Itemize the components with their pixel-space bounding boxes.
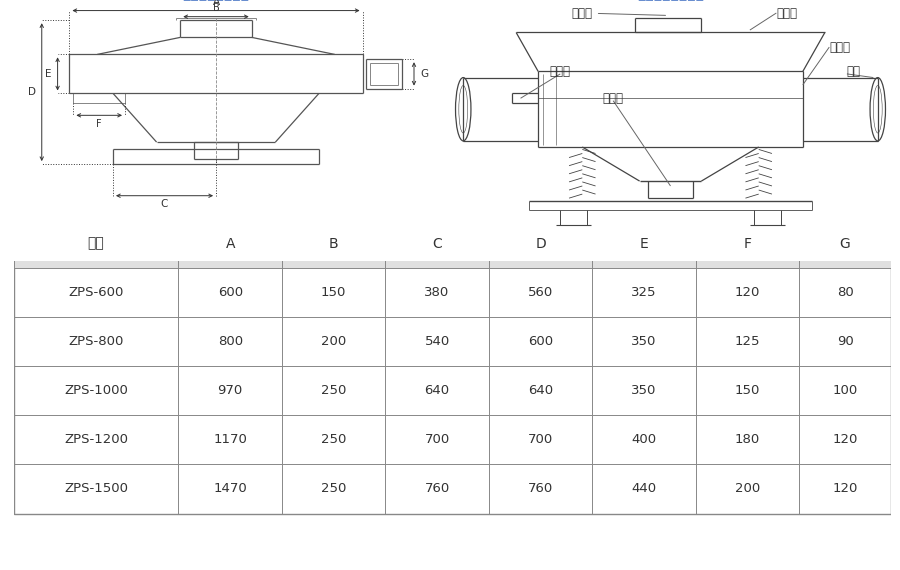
- Text: 180: 180: [734, 433, 760, 446]
- Text: 540: 540: [425, 335, 450, 348]
- Text: 970: 970: [218, 384, 243, 397]
- Text: 防尘盖: 防尘盖: [777, 6, 797, 19]
- Text: 排杂口: 排杂口: [550, 65, 571, 78]
- Text: 120: 120: [734, 286, 760, 299]
- Text: ZPS-1500: ZPS-1500: [64, 482, 128, 495]
- Text: 上框体: 上框体: [829, 40, 850, 54]
- Text: 380: 380: [425, 286, 450, 299]
- Text: 325: 325: [631, 286, 657, 299]
- Text: 100: 100: [832, 384, 858, 397]
- Text: 直排筛外形结构图: 直排筛外形结构图: [637, 0, 704, 1]
- Text: 760: 760: [425, 482, 450, 495]
- Text: ZPS-800: ZPS-800: [68, 335, 123, 348]
- Text: 400: 400: [632, 433, 656, 446]
- Text: 直排筛外形尺寸图: 直排筛外形尺寸图: [183, 0, 249, 1]
- Text: A: A: [225, 237, 235, 251]
- Text: 150: 150: [734, 384, 760, 397]
- Text: ZPS-1000: ZPS-1000: [64, 384, 128, 397]
- Text: 560: 560: [528, 286, 554, 299]
- Text: 350: 350: [631, 335, 657, 348]
- Text: 120: 120: [832, 482, 858, 495]
- Text: 700: 700: [528, 433, 554, 446]
- Text: D: D: [28, 87, 36, 97]
- Text: ZPS-1200: ZPS-1200: [64, 433, 128, 446]
- Text: 760: 760: [528, 482, 554, 495]
- Text: 150: 150: [321, 286, 347, 299]
- Text: 250: 250: [321, 482, 347, 495]
- Text: 200: 200: [734, 482, 760, 495]
- Text: 250: 250: [321, 433, 347, 446]
- Text: F: F: [96, 119, 102, 129]
- Bar: [14, 219, 891, 268]
- Text: 120: 120: [832, 433, 858, 446]
- Text: 90: 90: [837, 335, 853, 348]
- Text: 型号: 型号: [87, 237, 104, 251]
- Text: 进料口: 进料口: [572, 6, 665, 19]
- Text: 80: 80: [837, 286, 853, 299]
- Text: E: E: [640, 237, 648, 251]
- Text: D: D: [536, 237, 546, 251]
- Text: 600: 600: [218, 286, 243, 299]
- Text: 440: 440: [632, 482, 656, 495]
- Text: 600: 600: [528, 335, 554, 348]
- Text: F: F: [743, 237, 752, 251]
- Text: ZPS-600: ZPS-600: [68, 286, 123, 299]
- Text: 200: 200: [321, 335, 347, 348]
- Text: 出料口: 出料口: [603, 92, 624, 105]
- Text: 1170: 1170: [213, 433, 248, 446]
- Text: 125: 125: [734, 335, 760, 348]
- Text: C: C: [432, 237, 442, 251]
- Text: G: G: [420, 69, 428, 79]
- Text: 640: 640: [528, 384, 554, 397]
- Text: C: C: [161, 200, 168, 209]
- Text: 700: 700: [425, 433, 450, 446]
- Text: 1470: 1470: [213, 482, 248, 495]
- Text: B: B: [212, 3, 220, 13]
- Text: 640: 640: [425, 384, 450, 397]
- Text: G: G: [840, 237, 850, 251]
- Text: E: E: [45, 69, 51, 79]
- Text: 电机: 电机: [847, 65, 861, 78]
- Text: 800: 800: [218, 335, 243, 348]
- Text: 250: 250: [321, 384, 347, 397]
- Text: 350: 350: [631, 384, 657, 397]
- Text: B: B: [328, 237, 338, 251]
- Text: A: A: [212, 0, 220, 7]
